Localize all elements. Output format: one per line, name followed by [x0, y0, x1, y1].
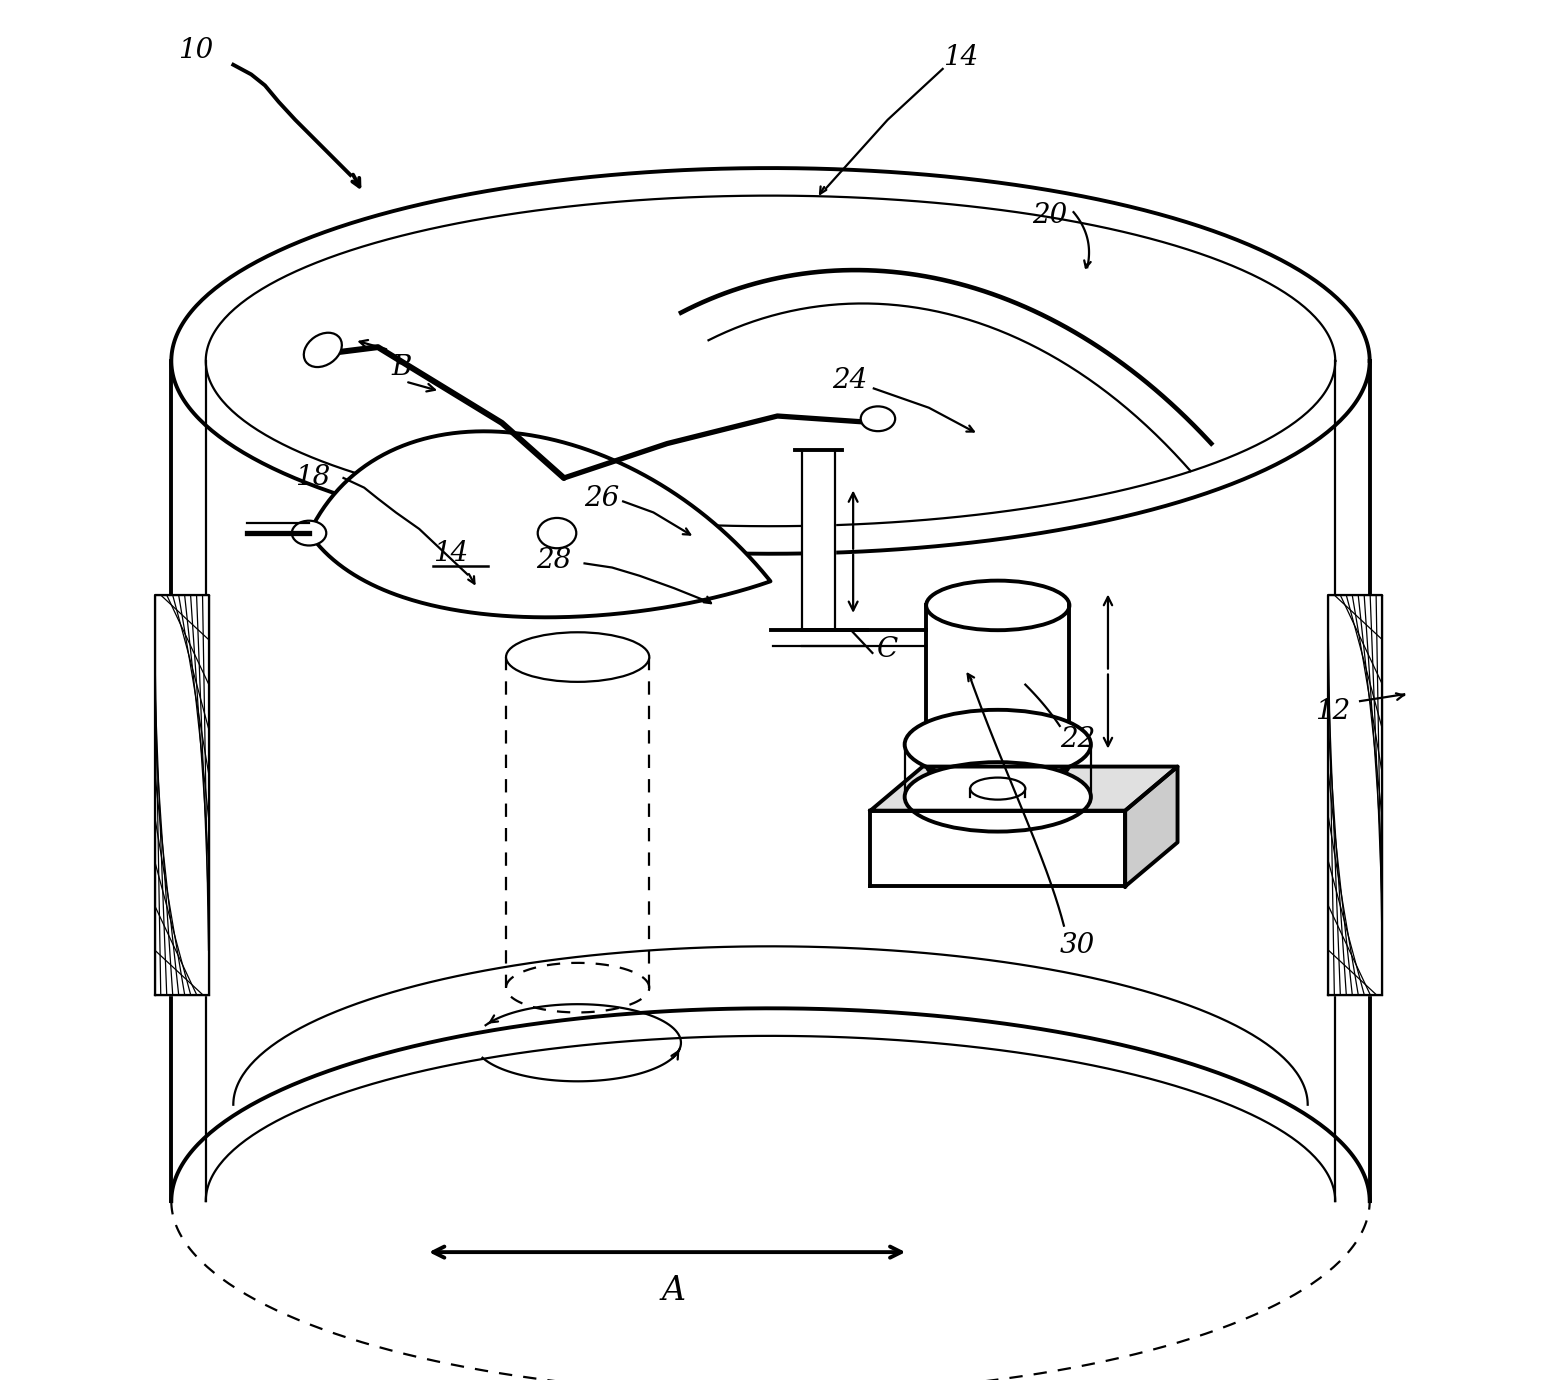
Text: 12: 12: [1314, 698, 1350, 725]
Text: A: A: [663, 1275, 686, 1307]
Text: 14: 14: [943, 44, 979, 71]
Ellipse shape: [926, 739, 1069, 788]
Text: 28: 28: [536, 546, 572, 574]
Polygon shape: [154, 595, 208, 994]
Polygon shape: [803, 451, 835, 629]
Text: 22: 22: [1060, 726, 1096, 752]
Ellipse shape: [971, 777, 1025, 799]
Ellipse shape: [538, 519, 576, 548]
Text: 18: 18: [296, 463, 330, 491]
Ellipse shape: [861, 407, 895, 431]
Ellipse shape: [926, 581, 1069, 631]
Text: 20: 20: [1032, 202, 1068, 230]
Polygon shape: [871, 766, 1177, 810]
Ellipse shape: [905, 709, 1091, 779]
Text: C: C: [877, 636, 898, 662]
Ellipse shape: [905, 762, 1091, 831]
Text: 30: 30: [1060, 932, 1096, 960]
Polygon shape: [871, 810, 1125, 887]
Text: 24: 24: [832, 368, 868, 394]
Ellipse shape: [505, 632, 649, 682]
Text: 14: 14: [433, 539, 468, 567]
Ellipse shape: [304, 333, 342, 366]
Polygon shape: [1125, 766, 1177, 887]
Ellipse shape: [291, 520, 327, 545]
Text: 10: 10: [179, 37, 214, 64]
Polygon shape: [1328, 595, 1382, 994]
Text: 26: 26: [584, 484, 619, 512]
Polygon shape: [310, 431, 770, 617]
Text: B: B: [391, 354, 411, 380]
